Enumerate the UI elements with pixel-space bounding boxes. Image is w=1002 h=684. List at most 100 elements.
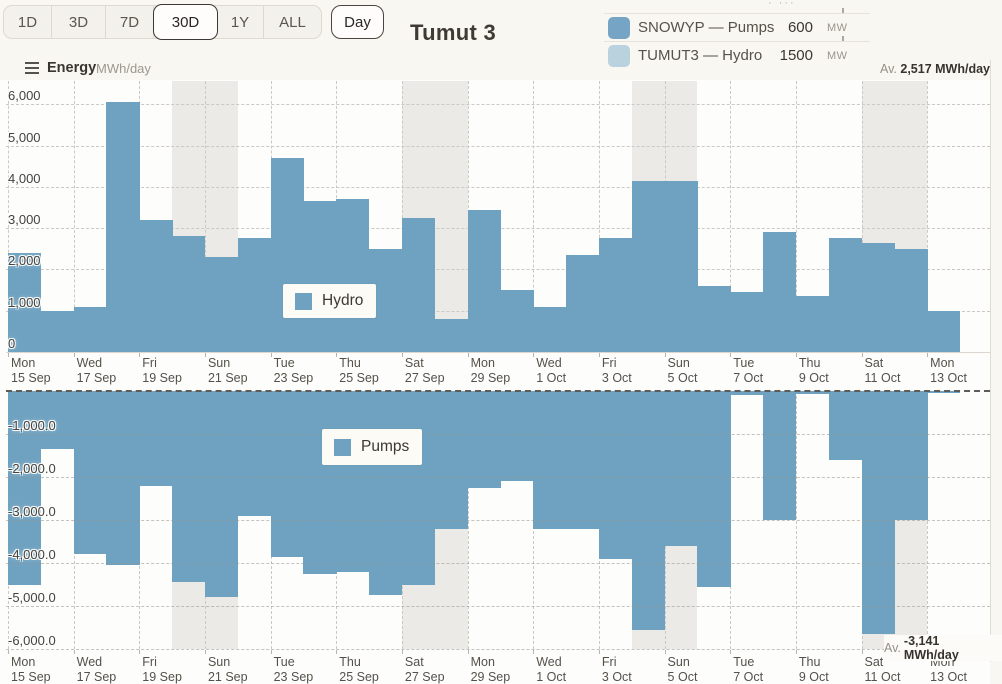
bar-hydro[interactable] [664,180,698,352]
bar-pumps[interactable] [664,391,698,546]
bar-pumps[interactable] [828,391,862,460]
bar-hydro[interactable] [894,248,928,352]
axis-tick [336,353,338,357]
bar-pumps[interactable] [631,391,665,630]
bar-pumps[interactable] [697,391,731,587]
bar-hydro[interactable] [336,199,370,352]
axis-baseline [6,352,990,353]
range-button-7d[interactable]: 7D [106,6,154,38]
axis-tick [139,650,141,654]
x-label-day: Tue [273,356,295,370]
legend-row[interactable]: TUMUT3 — Hydro 1500 MW [600,42,875,69]
bar-pumps[interactable] [566,391,600,529]
series-swatch-icon [608,45,630,67]
bar-pumps[interactable] [467,391,501,488]
bar-hydro[interactable] [795,296,830,352]
bar-hydro[interactable] [631,180,665,352]
x-label-day: Mon [11,356,36,370]
bar-pumps[interactable] [73,391,107,555]
capacity-value-field[interactable]: 600 [787,19,813,36]
bar-hydro[interactable] [763,232,797,352]
range-button-3d[interactable]: 3D [52,6,106,38]
bar-pumps[interactable] [237,391,271,516]
bar-hydro[interactable] [697,285,731,352]
bar-hydro[interactable] [204,257,239,352]
bar-hydro[interactable] [828,238,862,352]
x-label-date: 9 Oct [798,370,829,385]
bar-hydro[interactable] [270,157,304,352]
bar-pumps[interactable] [795,391,830,394]
bar-pumps[interactable] [894,391,928,520]
bar-pumps[interactable] [8,391,42,585]
y-axis-label: 0 [8,336,16,351]
bar-pumps[interactable] [730,391,764,396]
bar-pumps[interactable] [500,391,534,482]
gridline-horizontal [6,606,990,607]
bar-hydro[interactable] [500,290,534,352]
bar-hydro[interactable] [40,310,75,352]
bar-hydro[interactable] [566,254,600,352]
bar-pumps[interactable] [172,391,206,583]
capacity-value-field[interactable]: 1500 [779,47,813,64]
legend-row[interactable]: SNOWYP — Pumps 600 MW [600,14,875,41]
bar-pumps[interactable] [434,391,468,529]
bar-hydro[interactable] [303,201,337,352]
bar-hydro[interactable] [598,238,633,352]
gridline-vertical [401,81,403,352]
bar-pumps[interactable] [369,391,403,596]
series-name-label: SNOWYP — Pumps [638,19,775,36]
x-axis-label: Mon 29 Sep [471,655,511,684]
bar-pumps[interactable] [763,391,797,520]
bar-pumps[interactable] [336,391,370,572]
bar-hydro[interactable] [730,292,764,352]
bar-hydro[interactable] [73,306,107,352]
range-button-1d[interactable]: 1D [4,6,52,38]
range-button-all[interactable]: ALL [279,13,306,31]
bar-pumps[interactable] [303,391,337,574]
bar-pumps[interactable] [861,391,895,634]
bar-hydro[interactable] [106,102,140,352]
zero-line [6,390,990,392]
bar-hydro[interactable] [467,209,501,352]
axis-tick [664,353,666,357]
bar-pumps[interactable] [533,391,567,529]
bar-hydro[interactable] [401,217,436,352]
x-axis-label: Thu 9 Oct [799,356,829,385]
series-label-box-pumps[interactable]: Pumps [322,429,423,465]
bar-pumps[interactable] [139,391,173,486]
bar-hydro[interactable] [927,310,961,352]
axis-tick [73,650,75,654]
axis-tick [8,353,9,357]
granularity-day-button[interactable]: Day [331,5,384,39]
x-label-day: Fri [601,356,617,370]
bar-pumps[interactable] [927,391,961,394]
bar-hydro[interactable] [861,242,895,352]
bar-pumps[interactable] [270,391,304,557]
x-label-date: 21 Sep [207,370,248,385]
axis-tick [927,353,929,357]
bar-hydro[interactable] [139,219,173,352]
bar-hydro[interactable] [8,252,42,352]
bar-pumps[interactable] [40,391,75,450]
hamburger-menu-icon[interactable] [25,62,39,74]
axis-tick [336,650,338,654]
series-swatch-icon [334,438,351,456]
x-label-day: Fri [142,655,157,669]
gridline-horizontal [6,104,990,106]
bar-hydro[interactable] [533,306,567,352]
bar-hydro[interactable] [434,318,468,352]
axis-tick [598,650,600,654]
bar-pumps[interactable] [204,391,239,598]
bar-pumps[interactable] [106,391,140,566]
series-box-label: Hydro [322,292,364,309]
x-label-date: 29 Sep [470,370,511,385]
bar-pumps[interactable] [598,391,633,559]
bar-hydro[interactable] [172,236,206,352]
x-label-date: 17 Sep [76,669,117,684]
bar-hydro[interactable] [237,238,271,352]
range-button-1y[interactable]: 1Y [217,6,264,38]
series-label-box-hydro[interactable]: Hydro [283,284,377,318]
bar-pumps[interactable] [401,391,436,585]
average-value: 2,517 MWh/day [900,62,990,76]
range-button-30d[interactable]: 30D [153,4,218,40]
